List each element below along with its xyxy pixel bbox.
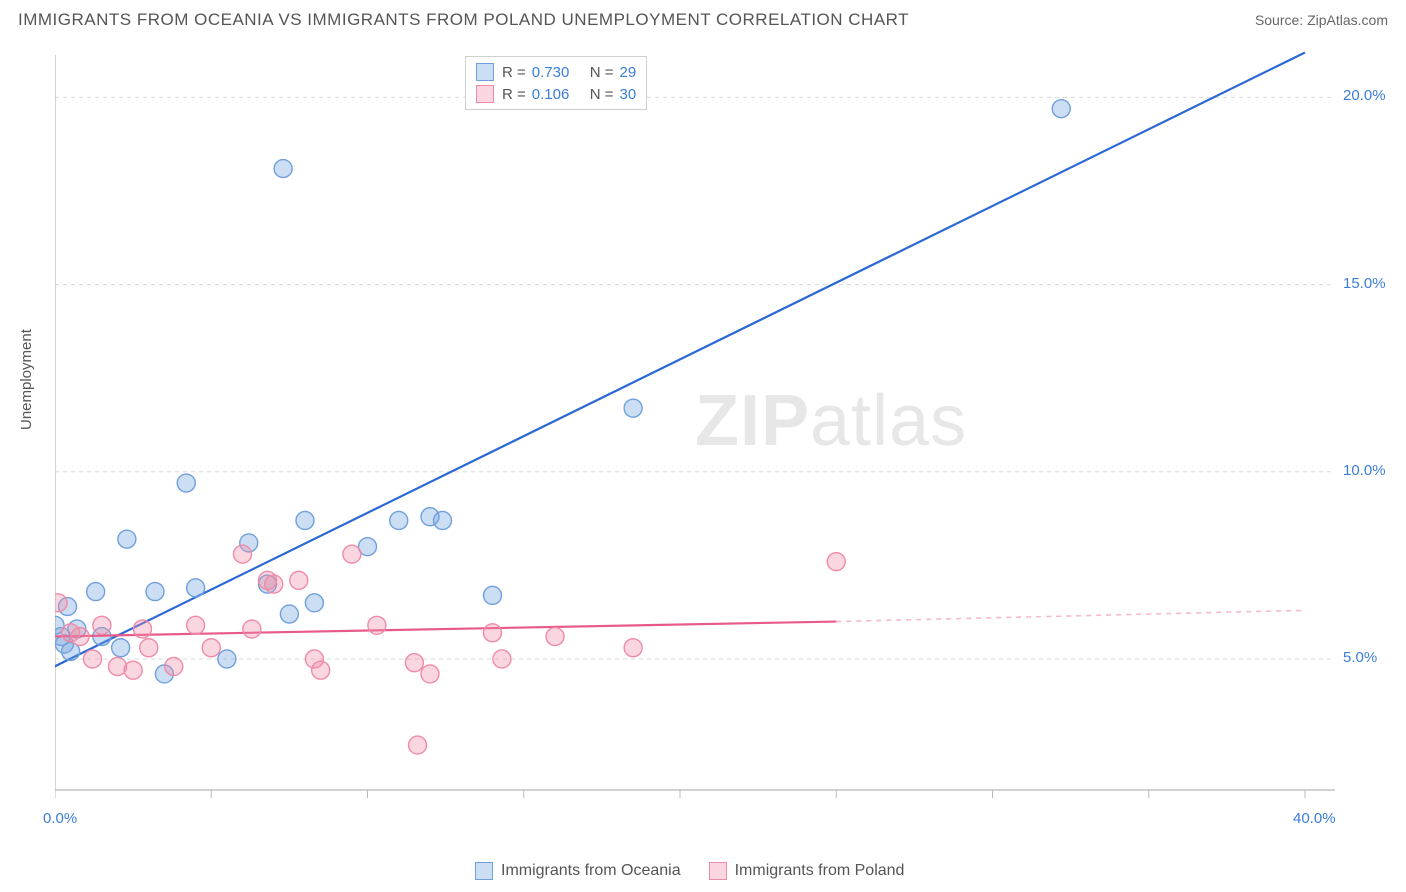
- n-label: N =: [590, 86, 614, 103]
- y-tick-label: 5.0%: [1343, 649, 1377, 666]
- legend-swatch: [476, 85, 494, 103]
- r-label: R =: [502, 86, 526, 103]
- legend-swatch: [475, 862, 493, 880]
- n-value: 29: [620, 64, 637, 81]
- series-legend-item-oceania: Immigrants from Oceania: [475, 862, 681, 880]
- series-label: Immigrants from Poland: [735, 862, 905, 880]
- x-tick-label: 0.0%: [43, 810, 77, 827]
- x-tick-label: 40.0%: [1293, 810, 1336, 827]
- n-label: N =: [590, 64, 614, 81]
- y-tick-label: 15.0%: [1343, 275, 1386, 292]
- y-tick-label: 20.0%: [1343, 87, 1386, 104]
- chart-title: IMMIGRANTS FROM OCEANIA VS IMMIGRANTS FR…: [18, 10, 909, 30]
- r-value: 0.730: [532, 64, 584, 81]
- chart-area: R =0.730N =29R =0.106N =30 ZIPatlas 5.0%…: [55, 50, 1380, 820]
- series-legend: Immigrants from Oceania Immigrants from P…: [475, 862, 904, 880]
- legend-swatch: [709, 862, 727, 880]
- r-label: R =: [502, 64, 526, 81]
- y-tick-label: 10.0%: [1343, 462, 1386, 479]
- legend-row-poland: R = 0.106 N = 30: [476, 83, 636, 105]
- source-prefix: Source:: [1255, 12, 1307, 28]
- series-label: Immigrants from Oceania: [501, 862, 681, 880]
- n-value: 30: [620, 86, 637, 103]
- scatter-chart-svg: [55, 50, 1380, 880]
- header: IMMIGRANTS FROM OCEANIA VS IMMIGRANTS FR…: [0, 0, 1406, 36]
- series-legend-item-poland: Immigrants from Poland: [709, 862, 905, 880]
- source-attribution: Source: ZipAtlas.com: [1255, 12, 1388, 28]
- source-name: ZipAtlas.com: [1307, 12, 1388, 28]
- r-value: 0.106: [532, 86, 584, 103]
- legend-swatch: [476, 63, 494, 81]
- y-axis-label: Unemployment: [18, 329, 35, 430]
- legend-row-oceania: R = 0.730 N = 29: [476, 61, 636, 83]
- correlation-legend: R = 0.730 N = 29 R = 0.106 N = 30: [465, 56, 647, 110]
